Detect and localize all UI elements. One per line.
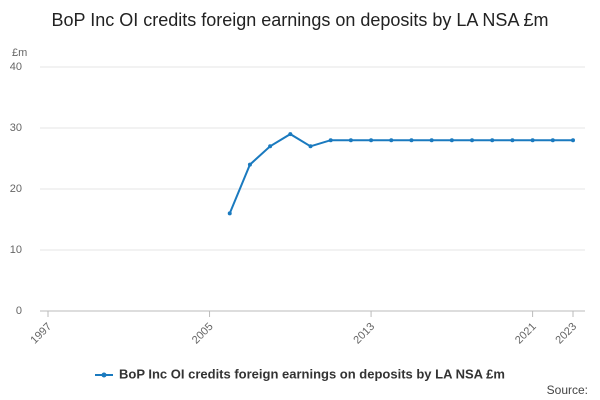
legend-label: BoP Inc OI credits foreign earnings on d… <box>119 366 505 381</box>
point <box>268 144 273 149</box>
y-tick-label: 20 <box>10 183 22 195</box>
point <box>510 138 515 143</box>
point <box>550 138 555 143</box>
point <box>348 138 353 143</box>
y-axis-label: £m <box>12 47 27 59</box>
point <box>449 138 454 143</box>
y-tick-label: 0 <box>16 305 22 317</box>
point <box>288 132 293 137</box>
line <box>228 132 573 214</box>
point <box>530 138 535 143</box>
y-tick-label: 30 <box>10 122 22 134</box>
chart-title: BoP Inc OI credits foreign earnings on d… <box>51 10 549 30</box>
legend-dot <box>101 372 107 378</box>
point <box>328 138 333 143</box>
point <box>571 138 575 143</box>
y-tick-label: 10 <box>10 244 22 256</box>
x-tick-label: 2013 <box>351 321 377 347</box>
y-tick-label: 40 <box>10 61 22 73</box>
x-tick-label: 2005 <box>190 321 216 347</box>
source: Source: <box>547 383 588 397</box>
point <box>247 162 252 167</box>
x-tick-label: 1997 <box>28 321 54 347</box>
point <box>409 138 414 143</box>
point <box>429 138 434 143</box>
point <box>369 138 374 143</box>
x-tick-label: 2021 <box>513 321 539 347</box>
point <box>490 138 495 143</box>
point <box>470 138 475 143</box>
point <box>227 211 232 216</box>
point <box>308 144 313 149</box>
legend-item: BoP Inc OI credits foreign earnings on d… <box>95 366 505 381</box>
x-tick-label: 2023 <box>553 321 579 347</box>
point <box>389 138 394 143</box>
